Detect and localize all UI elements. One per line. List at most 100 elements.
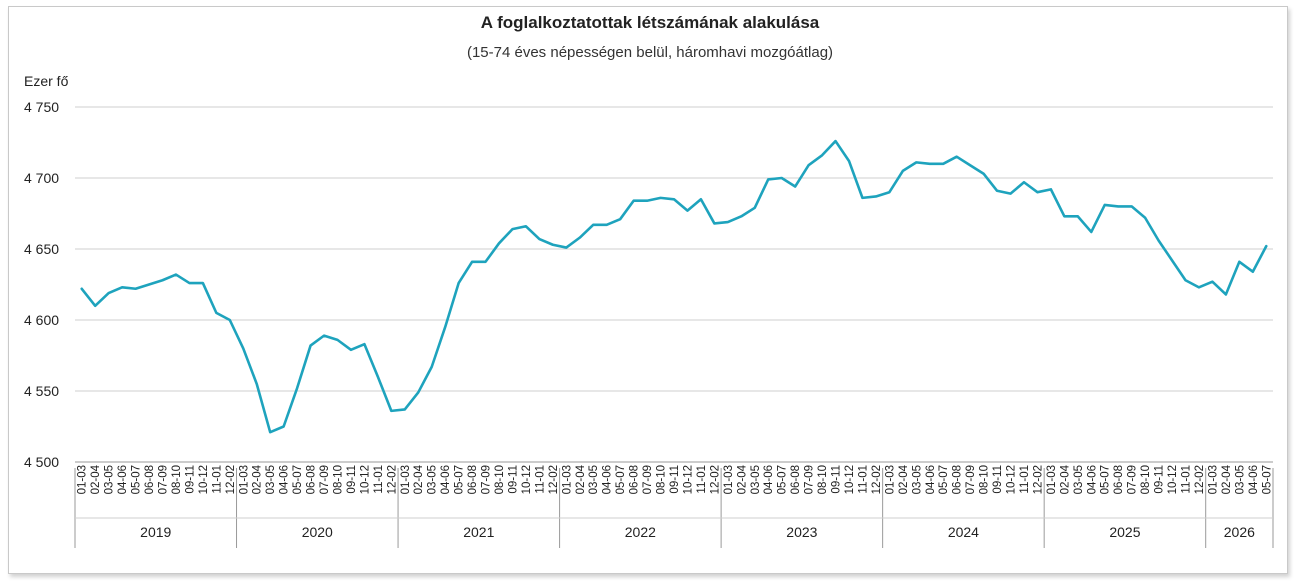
x-tick-label: 03-05 [265, 465, 277, 494]
x-tick-label: 05-07 [1100, 465, 1112, 494]
x-tick-label: 06-08 [306, 465, 318, 494]
x-tick-label: 01-03 [238, 465, 250, 494]
x-tick-label: 07-09 [319, 465, 331, 494]
x-tick-label: 04-06 [602, 465, 614, 494]
chart-subtitle: (15-74 éves népességen belül, háromhavi … [466, 44, 834, 61]
x-tick-label: 08-10 [979, 465, 991, 494]
x-tick-label: 02-04 [90, 464, 102, 494]
x-tick-label: 02-04 [736, 464, 748, 494]
x-tick-label: 10-12 [844, 465, 856, 494]
x-tick-label: 12-02 [1194, 465, 1206, 494]
x-tick-label: 01-03 [400, 465, 412, 494]
x-tick-label: 08-10 [656, 465, 668, 494]
x-tick-label: 04-06 [279, 465, 291, 494]
x-tick-label: 03-05 [104, 465, 116, 494]
x-tick-label: 01-03 [1046, 465, 1058, 494]
x-tick-label: 01-03 [77, 465, 89, 494]
x-tick-label: 09-11 [1154, 465, 1166, 494]
x-tick-label: 02-04 [1221, 464, 1233, 494]
year-label: 2025 [1109, 524, 1140, 540]
x-tick-label: 08-10 [817, 465, 829, 494]
x-tick-label: 09-11 [184, 465, 196, 494]
x-tick-label: 11-01 [696, 465, 708, 494]
x-tick-label: 10-12 [198, 465, 210, 494]
x-tick-label: 03-05 [588, 465, 600, 494]
series-line [80, 139, 1268, 434]
x-tick-label: 11-01 [373, 465, 385, 494]
x-tick-label: 06-08 [790, 465, 802, 494]
grid-lines [75, 106, 1273, 463]
y-tick-label: 4 750 [24, 99, 59, 115]
x-tick-label: 11-01 [1019, 465, 1031, 494]
year-label: 2020 [302, 524, 333, 540]
x-tick-label: 03-05 [427, 465, 439, 494]
x-tick-label: 10-12 [1167, 465, 1179, 494]
x-tick-label: 04-06 [763, 465, 775, 494]
x-tick-label: 07-09 [1127, 465, 1139, 494]
year-axis: 2019 2020 2021 2022 2023 2024 2025 2026 [74, 468, 1274, 548]
x-tick-label: 12-02 [871, 465, 883, 494]
x-tick-label: 09-11 [669, 465, 681, 494]
x-tick-label: 06-08 [467, 465, 479, 494]
x-tick-label: 03-05 [1073, 465, 1085, 494]
x-tick-label: 02-04 [252, 464, 264, 494]
x-tick-label: 10-12 [521, 465, 533, 494]
x-tick-label: 04-06 [925, 465, 937, 494]
x-tick-label: 08-10 [1140, 465, 1152, 494]
x-tick-label: 03-05 [1234, 465, 1246, 494]
x-tick-label: 01-03 [1207, 465, 1219, 494]
year-label: 2021 [463, 524, 494, 540]
x-tick-label: 09-11 [346, 465, 358, 494]
x-tick-label: 11-01 [211, 465, 223, 494]
x-tick-label: 12-02 [548, 465, 560, 494]
x-tick-label: 08-10 [332, 465, 344, 494]
x-tick-label: 11-01 [534, 465, 546, 494]
x-tick-label: 08-10 [171, 465, 183, 494]
y-tick-label: 4 600 [24, 312, 59, 328]
year-label: 2023 [786, 524, 817, 540]
x-tick-label: 11-01 [857, 465, 869, 494]
x-tick-label: 03-05 [750, 465, 762, 494]
y-tick-label: 4 550 [24, 383, 59, 399]
y-axis-label: Ezer fő [24, 73, 69, 89]
x-tick-label: 12-02 [709, 465, 721, 494]
year-label: 2024 [948, 524, 979, 540]
x-tick-label: 01-03 [723, 465, 735, 494]
x-tick-label: 05-07 [938, 465, 950, 494]
x-tick-label: 05-07 [1261, 465, 1273, 494]
x-tick-label: 05-07 [131, 465, 143, 494]
chart-title: A foglalkoztatottak létszámának alakulás… [480, 13, 820, 32]
x-tick-label: 07-09 [642, 465, 654, 494]
x-tick-label: 04-06 [440, 465, 452, 494]
x-tick-label: 06-08 [952, 465, 964, 494]
x-tick-label: 04-06 [117, 465, 129, 494]
x-tick-label: 02-04 [413, 464, 425, 494]
x-tick-label: 12-02 [1032, 465, 1044, 494]
x-tick-label: 05-07 [777, 465, 789, 494]
x-tick-label: 04-06 [1086, 465, 1098, 494]
x-tick-label: 02-04 [575, 464, 587, 494]
y-axis-ticks: 4 500 4 550 4 600 4 650 4 700 4 750 [24, 99, 59, 470]
x-tick-label: 10-12 [682, 465, 694, 494]
x-tick-label: 02-04 [898, 464, 910, 494]
x-tick-label: 06-08 [1113, 465, 1125, 494]
x-tick-label: 07-09 [965, 465, 977, 494]
x-tick-label: 02-04 [1059, 464, 1071, 494]
x-tick-label: 09-11 [507, 465, 519, 494]
x-tick-label: 12-02 [225, 465, 237, 494]
x-tick-label: 07-09 [157, 465, 169, 494]
x-tick-label: 06-08 [144, 465, 156, 494]
chart-frame [8, 6, 1288, 574]
y-tick-label: 4 650 [24, 241, 59, 257]
x-tick-label: 08-10 [494, 465, 506, 494]
x-tick-label: 04-06 [1248, 465, 1260, 494]
x-tick-label: 09-11 [992, 465, 1004, 494]
x-tick-label: 11-01 [1181, 465, 1193, 494]
year-label: 2019 [140, 524, 171, 540]
year-label: 2022 [625, 524, 656, 540]
y-tick-label: 4 700 [24, 170, 59, 186]
y-tick-label: 4 500 [24, 454, 59, 470]
x-tick-label: 01-03 [884, 465, 896, 494]
year-label: 2026 [1224, 524, 1255, 540]
